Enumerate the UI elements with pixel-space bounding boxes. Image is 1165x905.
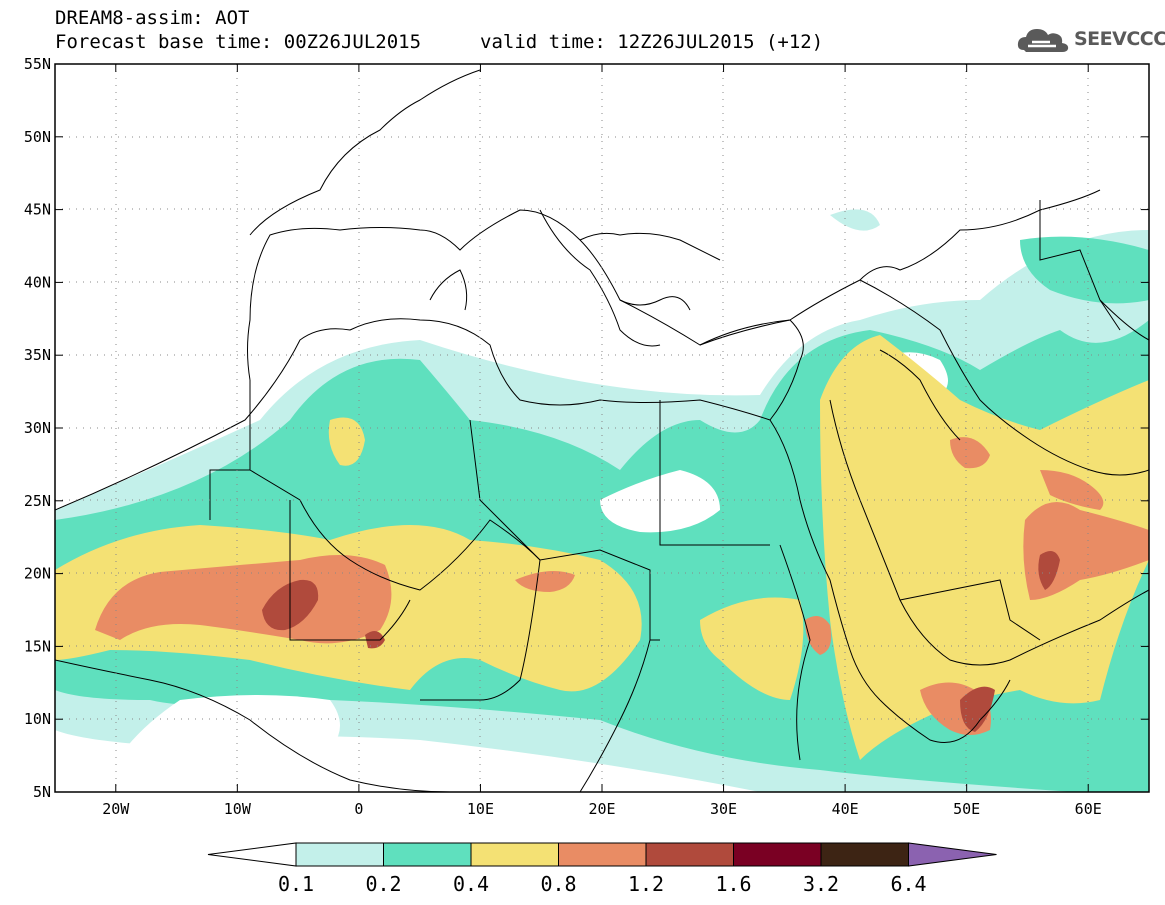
longitude-axis: 20W 10W 0 10E 20E 30E 40E 50E 60E [102, 64, 1102, 818]
logo-text: SEEVCCC [1074, 28, 1165, 50]
colorbar-over-triangle [908, 842, 997, 867]
seevccc-logo: SEEVCCC [1016, 24, 1165, 54]
lat-tick-label: 45N [24, 201, 51, 219]
lon-tick-label: 20E [588, 800, 615, 818]
colorbar-label: 3.2 [803, 872, 839, 896]
lat-tick-label: 35N [24, 346, 51, 364]
colorbar-under-triangle [207, 842, 297, 867]
lon-tick-label: 50E [953, 800, 980, 818]
lon-tick-label: 60E [1075, 800, 1102, 818]
cloud-icon [1017, 29, 1069, 52]
colorbar-label: 0.8 [540, 872, 576, 896]
colorbar-swatch [733, 842, 822, 867]
gridlines [55, 64, 1149, 792]
aot-band-0.4 [55, 335, 1149, 760]
lon-tick-label: 10W [224, 800, 252, 818]
valid-time: valid time: 12Z26JUL2015 (+12) [480, 31, 824, 53]
lat-tick-label: 15N [24, 637, 51, 655]
colorbar-label: 1.2 [628, 872, 664, 896]
colorbar-label: 6.4 [890, 872, 926, 896]
colorbar-swatch [558, 842, 647, 867]
colorbar-swatch [383, 842, 472, 867]
lat-tick-label: 40N [24, 273, 51, 291]
lon-tick-label: 40E [832, 800, 859, 818]
colorbar-swatch [820, 842, 909, 867]
colorbar-label: 0.2 [365, 872, 401, 896]
lat-tick-label: 30N [24, 419, 51, 437]
lat-tick-label: 50N [24, 128, 51, 146]
colorbar-label: 0.1 [278, 872, 314, 896]
lon-tick-label: 10E [467, 800, 494, 818]
colorbar-swatch [295, 842, 384, 867]
coastlines-borders [55, 69, 1149, 792]
lat-tick-label: 55N [24, 55, 51, 73]
map-title: DREAM8-assim: AOT [55, 7, 250, 29]
lat-tick-label: 20N [24, 565, 51, 583]
lon-tick-label: 0 [354, 800, 363, 818]
colorbar-swatch [470, 842, 559, 867]
aot-field [55, 64, 1149, 792]
forecast-base-time: Forecast base time: 00Z26JUL2015 [55, 31, 422, 53]
colorbar-label: 0.4 [453, 872, 489, 896]
lat-tick-label: 25N [24, 492, 51, 510]
latitude-axis: 55N 50N 45N 40N 35N 30N 25N 20N 15N 10N 5N [24, 55, 1149, 801]
colorbar-label: 1.6 [715, 872, 751, 896]
lon-tick-label: 30E [710, 800, 737, 818]
aot-band-1.2 [262, 551, 1060, 732]
lon-tick-label: 20W [102, 800, 130, 818]
colorbar-swatch [645, 842, 734, 867]
lat-tick-label: 5N [33, 783, 51, 801]
lat-tick-label: 10N [24, 710, 51, 728]
